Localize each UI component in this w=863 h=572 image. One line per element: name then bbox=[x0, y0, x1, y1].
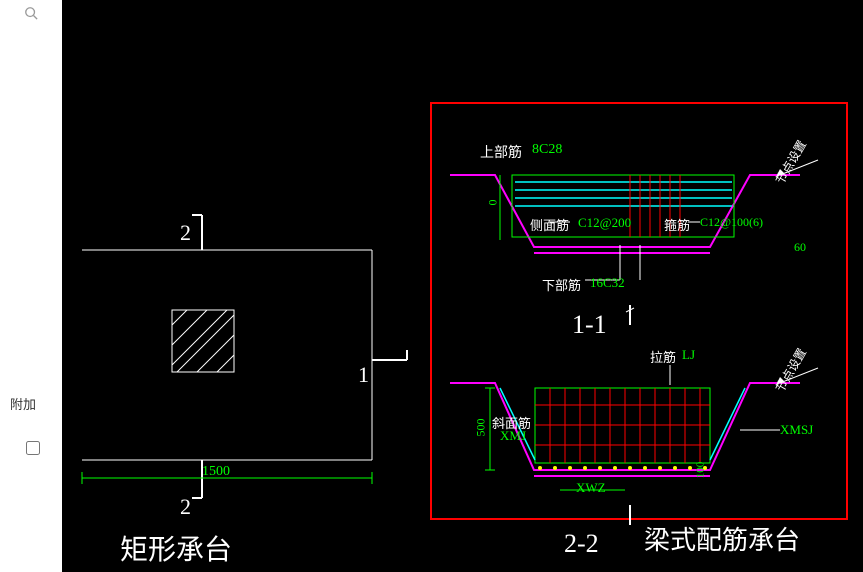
mark-2-bottom: 2 bbox=[180, 494, 191, 520]
tie-rebar-label: 拉筋 bbox=[650, 347, 676, 366]
right-main-title: 梁式配筋承台 bbox=[644, 520, 800, 557]
bottom-rebar-spec: 16C32 bbox=[590, 275, 625, 291]
dim-100: 100 bbox=[694, 462, 706, 479]
section-1-1-title: 1-1 bbox=[572, 310, 607, 340]
xwz-label: XWZ bbox=[576, 480, 606, 496]
diag-rebar-code: XMJ bbox=[500, 428, 526, 444]
attach-checkbox[interactable] bbox=[26, 441, 40, 455]
cad-canvas[interactable]: 2 2 1 1500 矩形承台 bbox=[62, 0, 863, 572]
dim-60: 60 bbox=[794, 240, 806, 255]
stirrup-label: 箍筋 bbox=[664, 215, 690, 234]
section-2-2-drawing bbox=[440, 360, 860, 530]
mark-1: 1 bbox=[358, 362, 369, 388]
xmsj-label: XMSJ bbox=[780, 422, 813, 438]
bottom-rebar-label: 下部筋 bbox=[542, 275, 581, 294]
search-icon[interactable] bbox=[24, 6, 38, 20]
plan-title: 矩形承台 bbox=[120, 528, 232, 568]
plan-view-drawing bbox=[62, 0, 422, 560]
mark-2-top: 2 bbox=[180, 220, 191, 246]
side-rebar-spec: C12@200 bbox=[578, 215, 631, 231]
dim-500: 500 bbox=[474, 419, 489, 437]
attach-label: 附加 bbox=[10, 394, 36, 413]
side-rebar-label: 侧面筋 bbox=[530, 215, 569, 234]
dim-1500: 1500 bbox=[202, 464, 230, 480]
top-rebar-label: 上部筋 bbox=[480, 142, 522, 162]
stirrup-spec: C12@100(6) bbox=[700, 215, 763, 230]
left-sidebar: 附加 bbox=[0, 0, 63, 572]
dim-0: 0 bbox=[486, 200, 501, 206]
tie-rebar-code: LJ bbox=[682, 347, 695, 363]
top-rebar-spec: 8C28 bbox=[532, 142, 562, 158]
section-2-2-title: 2-2 bbox=[564, 529, 599, 559]
